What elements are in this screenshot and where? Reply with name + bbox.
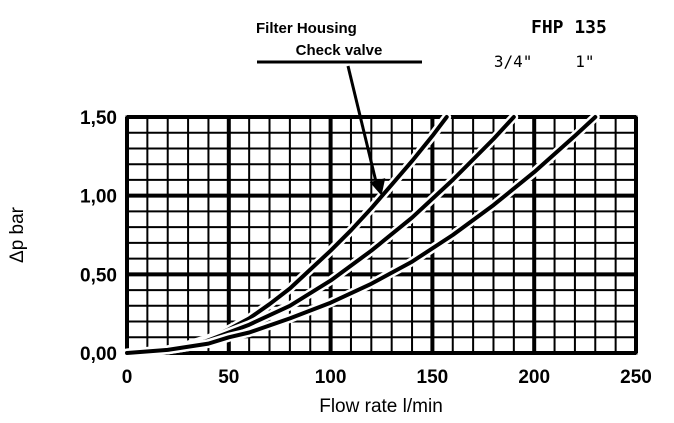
plot-frame	[125, 115, 638, 355]
series-label-2: 3/4"	[494, 52, 533, 71]
x-tick-label: 200	[518, 367, 550, 388]
check-valve-arrowhead	[369, 178, 386, 196]
tick-labels: 0 50 100 150 200 250 0,00 0,50 1,00 1,50	[80, 108, 652, 388]
x-axis-label: Flow rate l/min	[319, 396, 443, 417]
series-label-3: 1"	[575, 52, 594, 71]
series-line-3	[125, 115, 598, 355]
series-halo	[122, 112, 600, 358]
x-tick-label: 250	[620, 367, 652, 388]
annotation-layer: 3/4" 1" Check valve	[257, 42, 595, 196]
y-axis-label: Δp bar	[7, 206, 28, 263]
model-number: FHP 135	[531, 17, 607, 38]
axes	[125, 115, 638, 355]
x-tick-label: 150	[417, 367, 449, 388]
x-tick-label: 50	[218, 367, 239, 388]
check-valve-label: Check valve	[296, 42, 383, 59]
x-tick-label: 0	[122, 367, 133, 388]
series-layer	[122, 112, 600, 358]
y-tick-label: 1,00	[80, 187, 117, 208]
y-tick-label: 1,50	[80, 108, 117, 129]
chart-title: Filter Housing	[256, 20, 357, 37]
y-tick-label: 0,00	[80, 344, 117, 365]
x-tick-label: 100	[315, 367, 347, 388]
y-tick-label: 0,50	[80, 265, 117, 286]
check-valve-arrow	[346, 65, 377, 181]
